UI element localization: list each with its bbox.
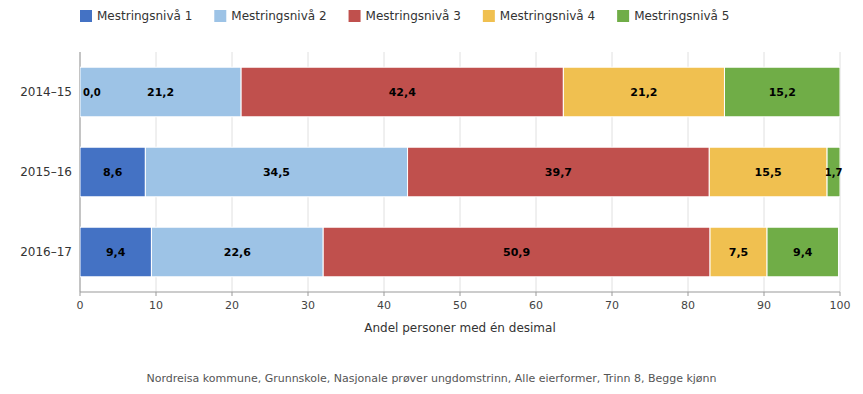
x-tick [688, 292, 689, 296]
x-tick [536, 292, 537, 296]
data-label: 21,2 [630, 86, 657, 99]
x-tick-label: 10 [149, 299, 163, 312]
x-tick [612, 292, 613, 296]
legend-label: Mestringsnivå 3 [366, 9, 461, 23]
x-tick-label: 50 [453, 299, 467, 312]
data-labels: 0,0 21,2 42,4 21,2 15,2 8,6 34,5 39,7 15,5 1,7 9,4… [83, 86, 842, 259]
legend-swatch [214, 10, 226, 22]
data-label: 50,9 [503, 246, 530, 259]
y-tick-label: 2016–17 [20, 245, 72, 259]
bar-segment [767, 227, 838, 277]
legend-label: Mestringsnivå 2 [231, 9, 326, 23]
legend-item: Mestringsnivå 5 [617, 9, 729, 23]
data-label: 7,5 [729, 246, 749, 259]
x-axis: 0 10 20 30 40 50 60 70 80 90 100 [77, 292, 851, 312]
data-label: 34,5 [263, 166, 290, 179]
legend: Mestringsnivå 1 Mestringsnivå 2 Mestringsn… [80, 9, 729, 23]
bar-segment [323, 227, 710, 277]
bar-segment [80, 227, 151, 277]
x-tick [840, 292, 841, 296]
x-tick-label: 90 [757, 299, 771, 312]
x-tick [308, 292, 309, 296]
data-label: 1,7 [825, 167, 843, 178]
x-tick-label: 0 [77, 299, 84, 312]
bars [80, 67, 840, 277]
x-tick-label: 100 [830, 299, 851, 312]
y-axis: 2014–15 2015–16 2016–17 [20, 52, 80, 292]
data-label: 15,5 [755, 166, 782, 179]
footnote: Nordreisa kommune, Grunnskole, Nasjonale… [146, 372, 716, 385]
y-tick-label: 2015–16 [20, 165, 72, 179]
legend-item: Mestringsnivå 2 [214, 9, 326, 23]
legend-label: Mestringsnivå 4 [500, 9, 595, 23]
x-tick-label: 30 [301, 299, 315, 312]
bar-segment [80, 67, 241, 117]
bar-segment [709, 147, 827, 197]
x-tick [80, 292, 81, 296]
data-label: 39,7 [545, 166, 572, 179]
data-label: 9,4 [793, 246, 813, 259]
legend-item: Mestringsnivå 3 [349, 9, 461, 23]
legend-swatch [617, 10, 629, 22]
chart: Mestringsnivå 1 Mestringsnivå 2 Mestringsn… [0, 0, 863, 394]
legend-swatch [349, 10, 361, 22]
x-tick [232, 292, 233, 296]
data-label: 22,6 [224, 246, 251, 259]
x-tick [384, 292, 385, 296]
legend-label: Mestringsnivå 5 [634, 9, 729, 23]
data-label: 8,6 [103, 166, 123, 179]
data-label: 9,4 [106, 246, 126, 259]
x-tick-label: 40 [377, 299, 391, 312]
bar-segment [80, 147, 145, 197]
y-tick-label: 2014–15 [20, 85, 72, 99]
x-tick-label: 60 [529, 299, 543, 312]
bar-segment [724, 67, 840, 117]
data-label: 15,2 [769, 86, 796, 99]
data-label: 21,2 [147, 86, 174, 99]
data-label: 42,4 [389, 86, 416, 99]
bar-segment [563, 67, 724, 117]
data-label: 0,0 [83, 87, 101, 98]
legend-swatch [80, 10, 92, 22]
legend-label: Mestringsnivå 1 [97, 9, 192, 23]
x-axis-label: Andel personer med én desimal [364, 321, 556, 335]
x-axis-line [80, 292, 840, 293]
bar-segment [408, 147, 710, 197]
legend-swatch [483, 10, 495, 22]
x-tick [764, 292, 765, 296]
x-tick [156, 292, 157, 296]
bar-segment [241, 67, 563, 117]
bar-segment [145, 147, 407, 197]
legend-item: Mestringsnivå 1 [80, 9, 192, 23]
bar-segment [710, 227, 767, 277]
bar-segment [151, 227, 323, 277]
x-tick-label: 20 [225, 299, 239, 312]
x-tick-label: 80 [681, 299, 695, 312]
grid [80, 52, 840, 292]
legend-item: Mestringsnivå 4 [483, 9, 595, 23]
x-tick [460, 292, 461, 296]
x-tick-label: 70 [605, 299, 619, 312]
